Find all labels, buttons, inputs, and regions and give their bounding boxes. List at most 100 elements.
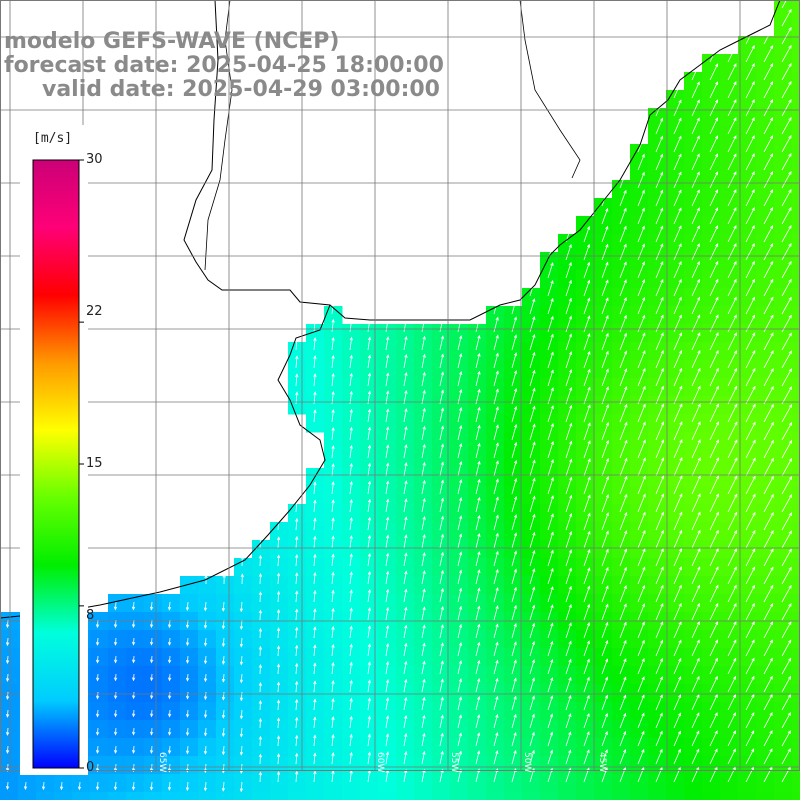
wind-arrow-head: [641, 153, 645, 158]
wind-arrow: [133, 691, 135, 699]
wind-arrow-head: [678, 675, 682, 680]
wind-arrow-head: [295, 572, 299, 577]
wind-arrow-head: [313, 481, 317, 486]
wind-arrow-head: [788, 278, 792, 283]
wind-arrow: [673, 190, 682, 207]
wind-speed-cell: [666, 504, 685, 523]
wind-arrow: [655, 621, 664, 639]
wind-arrow-head: [604, 749, 608, 753]
wind-speed-cell: [360, 468, 379, 487]
wind-speed-cell: [630, 738, 649, 757]
wind-arrow-head: [788, 350, 792, 355]
longitude-label: 65W: [157, 752, 167, 772]
wind-arrow-head: [331, 300, 335, 305]
wind-arrow: [691, 118, 700, 135]
wind-arrow-head: [714, 135, 718, 140]
wind-arrow-head: [659, 657, 663, 662]
wind-arrow-head: [624, 439, 628, 444]
wind-speed-cell: [108, 594, 127, 613]
wind-arrow: [655, 475, 664, 495]
wind-speed-cell: [738, 252, 757, 271]
wind-speed-cell: [450, 792, 469, 800]
wind-arrow-head: [715, 81, 719, 86]
wind-speed-cell: [162, 648, 181, 667]
wind-speed-cell: [594, 576, 613, 595]
wind-arrow-head: [239, 751, 244, 756]
wind-speed-cell: [666, 540, 685, 559]
wind-speed-cell: [468, 738, 487, 757]
wind-arrow-head: [770, 314, 774, 319]
wind-speed-cell: [180, 720, 199, 739]
wind-arrow-head: [550, 315, 554, 320]
wind-arrow: [259, 555, 261, 567]
wind-arrow-head: [624, 511, 628, 516]
wind-arrow-head: [113, 768, 118, 773]
wind-arrow: [151, 655, 153, 663]
wind-arrow: [691, 621, 700, 639]
wind-speed-cell: [396, 558, 415, 577]
colorbar-tick-15: 15: [86, 456, 103, 471]
wind-arrow: [727, 368, 737, 387]
wind-speed-cell: [324, 648, 343, 667]
wind-arrow: [601, 404, 609, 423]
wind-speed-cell: [450, 774, 469, 793]
wind-arrow-head: [495, 460, 499, 465]
wind-arrow: [367, 499, 371, 513]
wind-speed-cell: [792, 432, 800, 451]
wind-speed-cell: [342, 648, 361, 667]
wind-arrow-head: [422, 714, 426, 719]
wind-speed-cell: [594, 396, 613, 415]
wind-speed-cell: [774, 738, 793, 757]
wind-arrow-head: [715, 548, 719, 552]
wind-arrow-head: [440, 443, 445, 448]
wind-speed-cell: [252, 558, 271, 577]
wind-speed-cell: [504, 504, 523, 523]
wind-arrow: [186, 655, 189, 663]
wind-speed-cell: [594, 378, 613, 397]
wind-speed-cell: [576, 558, 595, 577]
wind-arrow: [709, 676, 718, 693]
wind-speed-cell: [504, 576, 523, 595]
wind-arrow: [727, 404, 738, 423]
wind-speed-cell: [144, 756, 163, 775]
wind-arrow-head: [458, 750, 462, 755]
wind-arrow: [475, 714, 480, 729]
wind-speed-cell: [0, 792, 19, 800]
wind-arrow-head: [550, 513, 554, 518]
wind-arrow: [727, 748, 736, 765]
wind-arrow: [385, 427, 389, 441]
wind-arrow: [493, 353, 499, 369]
wind-arrow: [457, 516, 462, 531]
valid-date: valid date: 2025-04-29 03:00:00: [42, 77, 440, 102]
wind-speed-cell: [72, 774, 91, 793]
wind-arrow: [727, 99, 737, 117]
wind-arrow-head: [696, 694, 700, 698]
wind-speed-cell: [558, 648, 577, 667]
wind-speed-cell: [450, 450, 469, 469]
wind-arrow-head: [404, 389, 408, 394]
wind-arrow-head: [568, 549, 573, 554]
wind-arrow: [457, 624, 462, 639]
wind-speed-cell: [198, 756, 217, 775]
wind-speed-cell: [414, 594, 433, 613]
wind-arrow-head: [204, 574, 208, 579]
wind-arrow: [493, 497, 499, 513]
wind-speed-cell: [666, 666, 685, 685]
wind-arrow: [583, 586, 590, 603]
wind-speed-cell: [450, 468, 469, 487]
wind-arrow: [439, 354, 444, 369]
wind-arrow: [132, 745, 135, 753]
wind-speed-cell: [162, 630, 181, 649]
wind-arrow: [565, 677, 572, 693]
wind-arrow: [547, 641, 553, 657]
wind-arrow: [331, 608, 334, 621]
wind-arrow-head: [770, 475, 774, 480]
wind-arrow-head: [239, 626, 244, 630]
wind-speed-cell: [594, 252, 613, 271]
wind-arrow: [331, 482, 334, 495]
wind-arrow-head: [752, 403, 756, 408]
wind-arrow-head: [367, 444, 372, 449]
wind-arrow: [511, 317, 517, 333]
wind-arrow: [529, 696, 535, 711]
wind-speed-cell: [792, 792, 800, 800]
